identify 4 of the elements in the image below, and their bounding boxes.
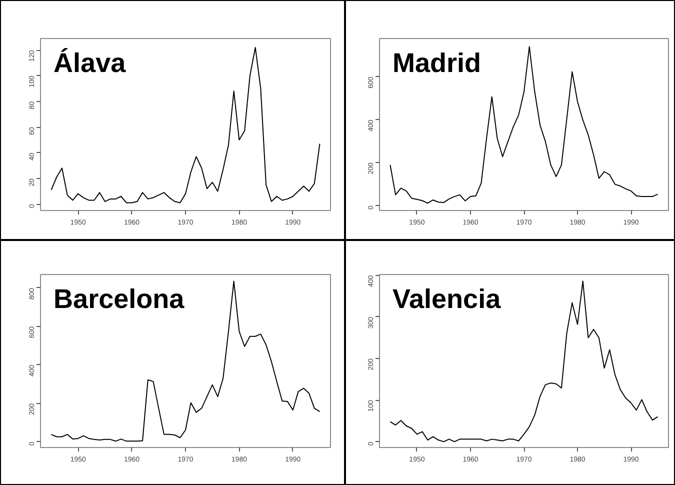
chart-title: Valencia <box>392 284 502 314</box>
chart-title: Barcelona <box>54 284 186 314</box>
chart-title: Madrid <box>392 48 482 78</box>
chart-title: Álava <box>54 48 127 78</box>
